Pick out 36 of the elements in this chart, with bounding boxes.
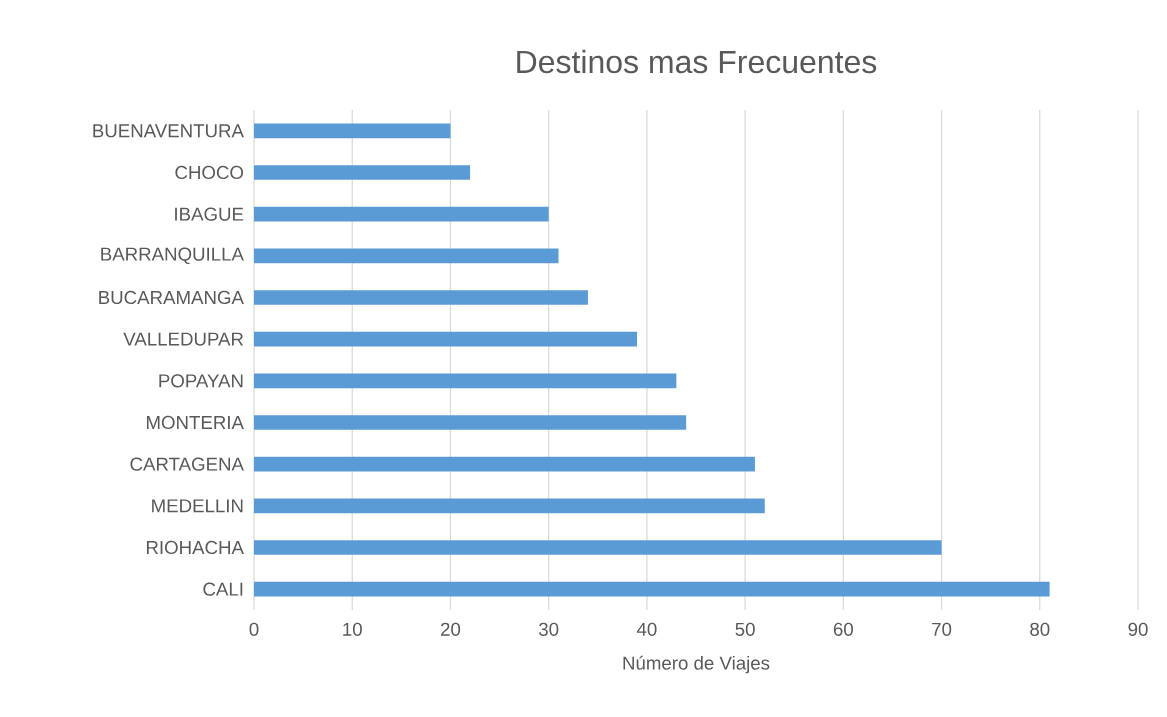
- x-axis-title: Número de Viajes: [623, 655, 770, 674]
- y-tick-label: VALLEDUPAR: [123, 332, 244, 346]
- y-tick-label: CALI: [203, 582, 243, 596]
- bar: [254, 165, 471, 180]
- bar: [254, 540, 942, 555]
- x-tick-label: 10: [343, 622, 362, 636]
- y-tick-label: BARRANQUILLA: [101, 247, 244, 265]
- x-tick-label: 60: [833, 622, 853, 636]
- bar: [254, 581, 1050, 597]
- x-tick-label: 70: [932, 622, 952, 636]
- chart-title: Destinos mas Frecuentes: [517, 49, 877, 74]
- bar: [254, 290, 588, 305]
- x-tick-label: 80: [1030, 622, 1050, 636]
- y-tick-label: CHOCO: [175, 165, 244, 180]
- bar: [254, 248, 559, 264]
- y-tick-label: MEDELLIN: [152, 499, 243, 513]
- x-tick-label: 30: [539, 622, 559, 636]
- y-tick-label: POPAYAN: [159, 374, 243, 388]
- bar: [254, 331, 638, 347]
- y-tick-label: CARTAGENA: [130, 457, 244, 471]
- x-tick-label: 40: [636, 622, 657, 636]
- bar: [254, 123, 451, 139]
- y-tick-label: RIOHACHA: [146, 540, 244, 555]
- bar: [254, 498, 765, 514]
- y-tick-label: IBAGUE: [175, 207, 244, 221]
- y-tick-label: BUENAVENTURA: [93, 124, 244, 138]
- x-tick-label: 0: [249, 622, 259, 636]
- y-tick-label: BUCARAMANGA: [99, 290, 244, 305]
- bar: [254, 373, 677, 389]
- bar: [254, 415, 687, 430]
- x-tick-label: 90: [1128, 622, 1148, 636]
- bar: [254, 456, 755, 472]
- x-tick-label: 50: [735, 622, 755, 636]
- bar: [254, 206, 549, 222]
- x-tick-label: 20: [441, 622, 461, 636]
- y-tick-label: MONTERIA: [146, 415, 244, 430]
